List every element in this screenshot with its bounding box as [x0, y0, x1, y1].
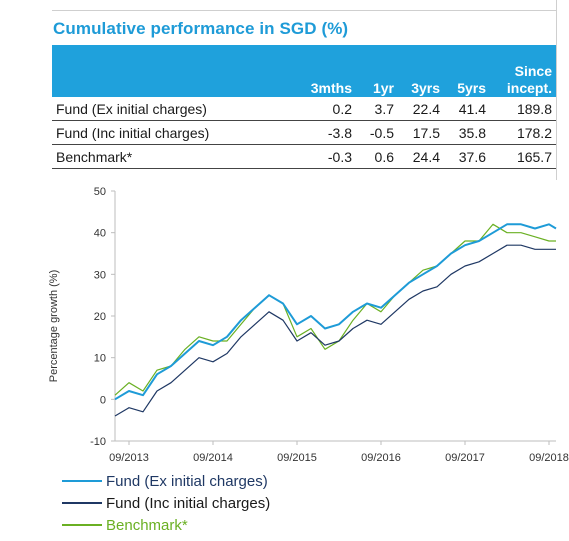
row-label: Fund (Inc initial charges) — [52, 120, 290, 145]
row-label: Fund (Ex initial charges) — [52, 97, 290, 121]
performance-table: 3mths 1yr 3yrs 5yrs Since incept. Fund (… — [52, 45, 556, 169]
x-tick-label: 09/2013 — [109, 452, 149, 464]
legend-label-fund-ex: Fund (Ex initial charges) — [106, 472, 268, 490]
top-divider — [52, 10, 556, 11]
performance-line-chart: -10 0 10 20 30 40 50 09/2013 09/2014 09/2015 09/20… — [90, 186, 569, 464]
chart-title: Cumulative performance in SGD (%) — [53, 19, 349, 38]
cell-since-inception: 189.8 — [490, 97, 556, 121]
legend-label-fund-inc: Fund (Inc initial charges) — [106, 494, 271, 512]
table-row: Fund (Ex initial charges) 0.2 3.7 22.4 4… — [52, 97, 556, 121]
cell-3mths: -3.8 — [290, 120, 356, 145]
cell-1yr: -0.5 — [356, 120, 398, 145]
legend-swatch-fund-ex — [62, 480, 102, 482]
cell-3mths: 0.2 — [290, 97, 356, 121]
cell-3yrs: 24.4 — [398, 144, 444, 169]
cell-5yrs: 35.8 — [444, 120, 490, 145]
header-1yr: 1yr — [356, 45, 398, 97]
legend-swatch-benchmark — [62, 524, 102, 526]
y-tick-label: 0 — [100, 394, 106, 406]
cell-3yrs: 22.4 — [398, 97, 444, 121]
cell-3yrs: 17.5 — [398, 120, 444, 145]
cell-3mths: -0.3 — [290, 144, 356, 169]
header-3yrs: 3yrs — [398, 45, 444, 97]
legend-label-benchmark: Benchmark* — [106, 516, 188, 534]
x-tick-label: 09/2016 — [361, 452, 401, 464]
series-line-fund-ex — [114, 223, 557, 401]
x-tick-label: 09/2018 — [529, 452, 569, 464]
header-since-inception: Since incept. — [490, 45, 556, 97]
table-row: Fund (Inc initial charges) -3.8 -0.5 17.… — [52, 120, 556, 145]
legend-item-benchmark: Benchmark* — [62, 514, 270, 536]
right-divider — [556, 0, 557, 180]
cell-5yrs: 41.4 — [444, 97, 490, 121]
x-tick-label: 09/2015 — [277, 452, 317, 464]
y-tick-label: 30 — [94, 269, 106, 281]
x-tick-label: 09/2017 — [445, 452, 485, 464]
y-tick-label: 20 — [94, 311, 106, 323]
table-header-row: 3mths 1yr 3yrs 5yrs Since incept. — [52, 45, 556, 97]
x-tick-label: 09/2014 — [193, 452, 233, 464]
cell-1yr: 3.7 — [356, 97, 398, 121]
cell-since-inception: 178.2 — [490, 120, 556, 145]
series-line-benchmark — [114, 223, 556, 396]
legend-item-fund-inc: Fund (Inc initial charges) — [62, 492, 270, 514]
table-row: Benchmark* -0.3 0.6 24.4 37.6 165.7 — [52, 144, 556, 169]
legend: Fund (Ex initial charges) Fund (Inc init… — [62, 470, 270, 536]
y-tick-label: 40 — [94, 228, 106, 240]
header-blank — [52, 45, 290, 97]
header-3mths: 3mths — [290, 45, 356, 97]
legend-swatch-fund-inc — [62, 502, 102, 504]
y-tick-label: 10 — [94, 353, 106, 365]
y-tick-label: -10 — [90, 436, 106, 448]
row-label: Benchmark* — [52, 144, 290, 169]
y-tick-label: 50 — [94, 186, 106, 198]
y-axis-label: Percentage growth (%) — [48, 269, 60, 383]
cell-1yr: 0.6 — [356, 144, 398, 169]
cell-since-inception: 165.7 — [490, 144, 556, 169]
legend-item-fund-ex: Fund (Ex initial charges) — [62, 470, 270, 492]
cell-5yrs: 37.6 — [444, 144, 490, 169]
series-line-fund-inc — [114, 244, 556, 417]
header-5yrs: 5yrs — [444, 45, 490, 97]
